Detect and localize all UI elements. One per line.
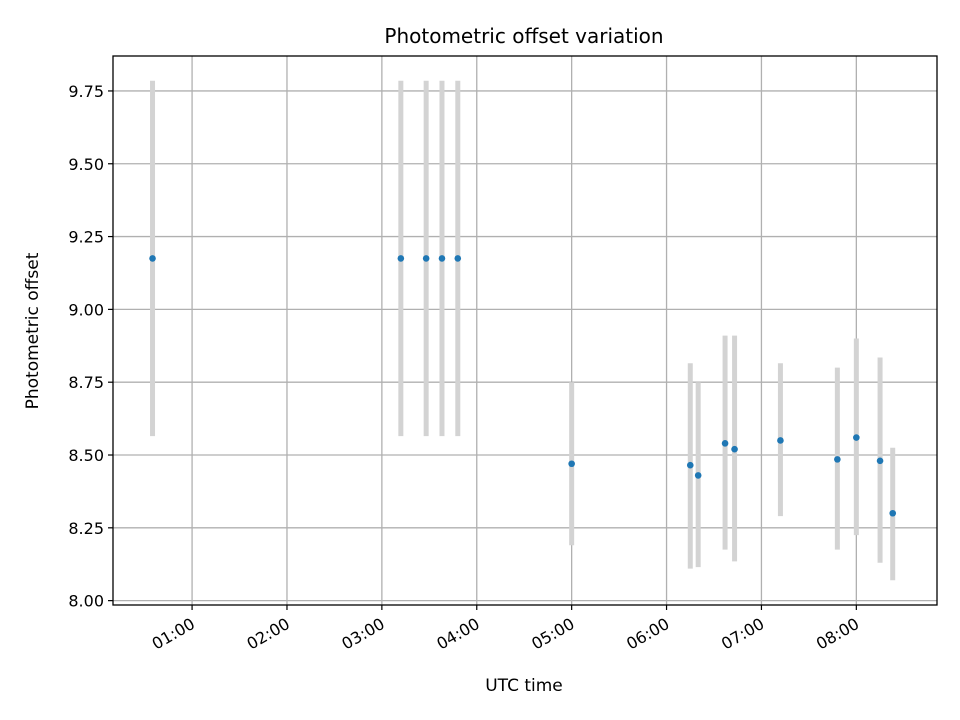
y-tick-label: 8.75: [68, 373, 104, 392]
chart-title: Photometric offset variation: [384, 24, 663, 48]
data-point: [876, 457, 884, 465]
data-points: [149, 255, 897, 517]
y-tick-label: 9.00: [68, 300, 104, 319]
data-point: [686, 461, 694, 469]
y-tick-label: 8.00: [68, 592, 104, 611]
data-point: [422, 255, 430, 262]
data-point: [694, 472, 702, 479]
data-point: [721, 440, 729, 447]
data-point: [438, 255, 446, 262]
y-tick-label: 8.50: [68, 446, 104, 465]
x-axis-label: UTC time: [485, 676, 563, 696]
y-tick-label: 9.25: [68, 228, 104, 247]
y-tick-label: 9.75: [68, 82, 104, 101]
data-point: [853, 434, 860, 441]
data-point: [889, 509, 897, 517]
y-tick-label: 8.25: [68, 519, 104, 538]
y-axis-label: Photometric offset: [23, 252, 43, 409]
grid: [113, 56, 937, 605]
plot-frame: [112, 55, 938, 606]
data-point: [777, 437, 784, 444]
y-tick-label: 9.50: [68, 155, 104, 174]
data-point: [834, 456, 841, 463]
data-point: [149, 255, 156, 262]
data-point: [397, 255, 405, 262]
data-point: [568, 460, 575, 468]
data-point: [731, 445, 738, 453]
data-point: [454, 255, 462, 262]
